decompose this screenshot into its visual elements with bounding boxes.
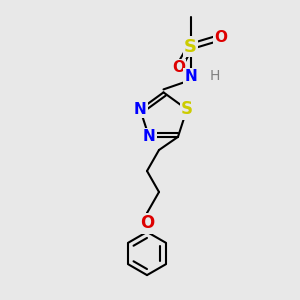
- Text: O: O: [140, 214, 154, 232]
- Text: N: N: [134, 102, 146, 117]
- Text: N: N: [184, 69, 197, 84]
- Text: N: N: [143, 129, 155, 144]
- Text: O: O: [172, 60, 185, 75]
- Text: S: S: [181, 100, 193, 118]
- Text: S: S: [184, 38, 197, 56]
- Text: H: H: [209, 70, 220, 83]
- Text: O: O: [214, 30, 227, 45]
